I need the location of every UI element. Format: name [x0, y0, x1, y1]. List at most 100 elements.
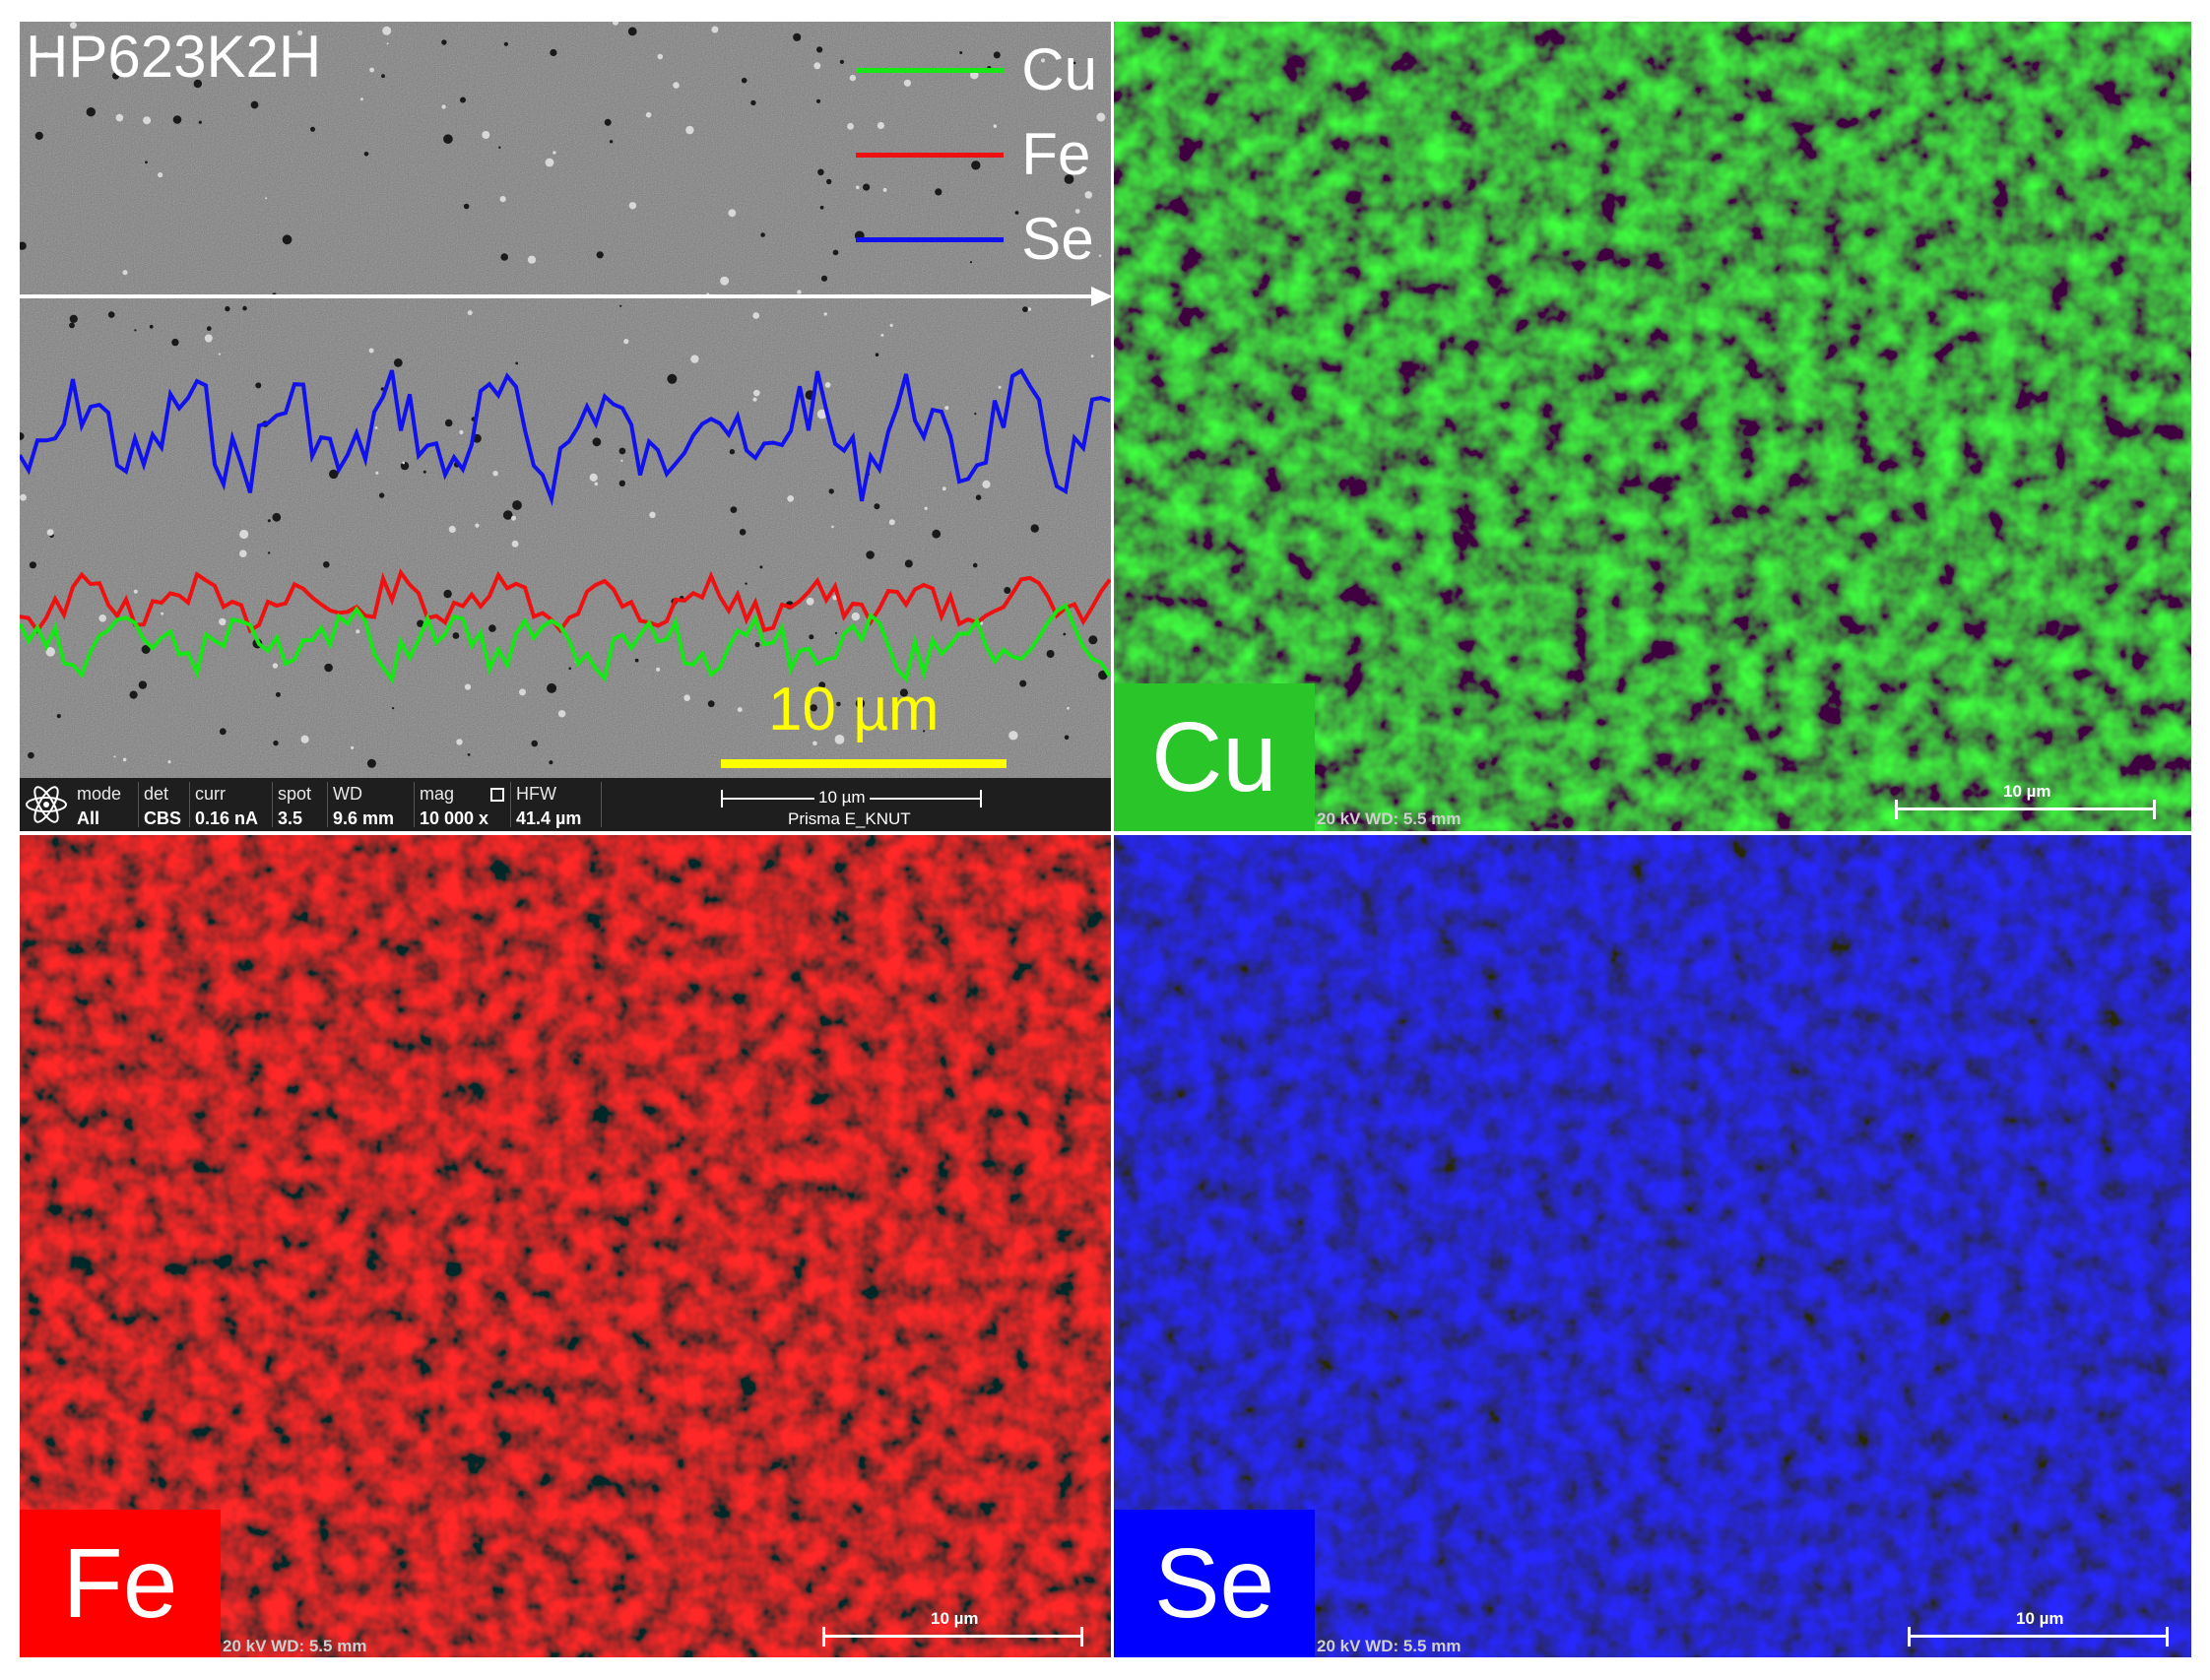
surface-speck — [69, 322, 75, 329]
surface-speck — [832, 249, 839, 256]
surface-speck — [441, 39, 447, 45]
surface-speck — [815, 98, 821, 103]
surface-speck — [903, 79, 912, 87]
databar-field-hfw: HFW 41.4 µm — [516, 784, 581, 829]
surface-speck — [502, 510, 513, 520]
surface-speck — [482, 131, 490, 139]
surface-speck — [711, 26, 719, 33]
surface-speck — [970, 70, 979, 80]
divider — [272, 782, 273, 827]
surface-speck — [356, 629, 360, 634]
surface-speck — [329, 469, 339, 480]
surface-speck — [824, 382, 831, 388]
surface-speck — [812, 741, 817, 746]
surface-speck — [310, 126, 315, 132]
surface-speck — [656, 667, 661, 673]
divider — [138, 782, 139, 827]
surface-speck — [1046, 650, 1055, 658]
surface-speck — [623, 339, 629, 345]
surface-speck — [1096, 112, 1106, 122]
surface-speck — [122, 757, 127, 762]
surface-speck — [754, 642, 760, 648]
surface-speck — [1084, 191, 1092, 199]
surface-speck — [847, 122, 854, 130]
surface-speck — [402, 461, 406, 465]
surface-speck — [1030, 524, 1039, 533]
surface-speck — [545, 158, 554, 167]
surface-speck — [557, 710, 566, 718]
surface-speck — [1014, 211, 1019, 215]
surface-speck — [198, 120, 202, 124]
scan-line-arrowhead — [1091, 287, 1111, 306]
surface-speck — [122, 270, 128, 276]
scan-line-arrow — [20, 294, 1095, 298]
surface-speck — [366, 758, 376, 768]
surface-speck — [998, 385, 1002, 389]
surface-speck — [1074, 209, 1080, 214]
surface-speck — [475, 523, 480, 528]
databar-header: HFW — [516, 784, 556, 804]
surface-speck — [382, 26, 392, 35]
surface-speck — [282, 234, 292, 245]
surface-speck — [634, 658, 639, 663]
surface-speck — [98, 614, 106, 622]
surface-speck — [467, 310, 473, 316]
surface-speck — [649, 511, 656, 518]
surface-speck — [839, 59, 845, 64]
surface-speck — [113, 755, 116, 758]
sample-label: HP623K2H — [26, 24, 322, 90]
surface-speck — [620, 459, 623, 462]
fe-linescan-profile — [20, 568, 1111, 634]
scale-bar — [721, 759, 1007, 768]
surface-speck — [806, 597, 814, 606]
surface-speck — [1063, 632, 1067, 636]
surface-speck — [813, 62, 821, 70]
surface-speck — [935, 188, 942, 196]
databar-value: CBS — [144, 808, 182, 828]
surface-speck — [268, 551, 271, 554]
surface-speck — [511, 540, 519, 548]
surface-speck — [20, 493, 27, 501]
surface-speck — [856, 185, 860, 190]
sem-databar: mode All det CBS curr 0.16 nA spot 3.5 W… — [20, 778, 1111, 831]
surface-speck — [810, 704, 817, 712]
databar-header: mode — [77, 784, 122, 804]
surface-speck — [944, 406, 949, 411]
surface-speck — [441, 104, 446, 109]
surface-speck — [604, 118, 612, 126]
atom-icon — [24, 782, 69, 827]
surface-speck — [816, 409, 827, 420]
surface-speck — [107, 311, 115, 318]
surface-speck — [982, 480, 991, 488]
legend-label-fe: Fe — [1021, 121, 1091, 187]
map-scale-label: 10 µm — [2016, 1609, 2064, 1628]
surface-speck — [618, 447, 626, 455]
surface-speck — [46, 529, 54, 536]
surface-speck — [849, 74, 857, 82]
surface-speck — [20, 432, 25, 440]
surface-speck — [609, 140, 614, 144]
surface-speck — [552, 151, 556, 155]
surface-speck — [819, 205, 824, 210]
surface-speck — [225, 305, 230, 312]
surface-speck — [874, 503, 880, 510]
surface-speck — [527, 255, 537, 264]
surface-speck — [720, 276, 730, 286]
surface-speck — [206, 326, 212, 332]
databar-value: 10 000 x — [420, 808, 489, 828]
surface-speck — [500, 253, 508, 261]
surface-speck — [880, 333, 884, 337]
surface-speck — [657, 53, 664, 60]
surface-speck — [612, 22, 619, 26]
surface-speck — [20, 241, 27, 250]
surface-speck — [673, 82, 680, 89]
surface-speck — [685, 125, 694, 135]
surface-speck — [550, 48, 557, 57]
legend-label-cu: Cu — [1021, 36, 1097, 102]
surface-speck — [826, 178, 832, 185]
surface-speck — [549, 760, 553, 765]
surface-speck — [627, 27, 637, 36]
surface-speck — [923, 730, 926, 733]
surface-speck — [129, 690, 138, 699]
surface-speck — [272, 663, 279, 669]
